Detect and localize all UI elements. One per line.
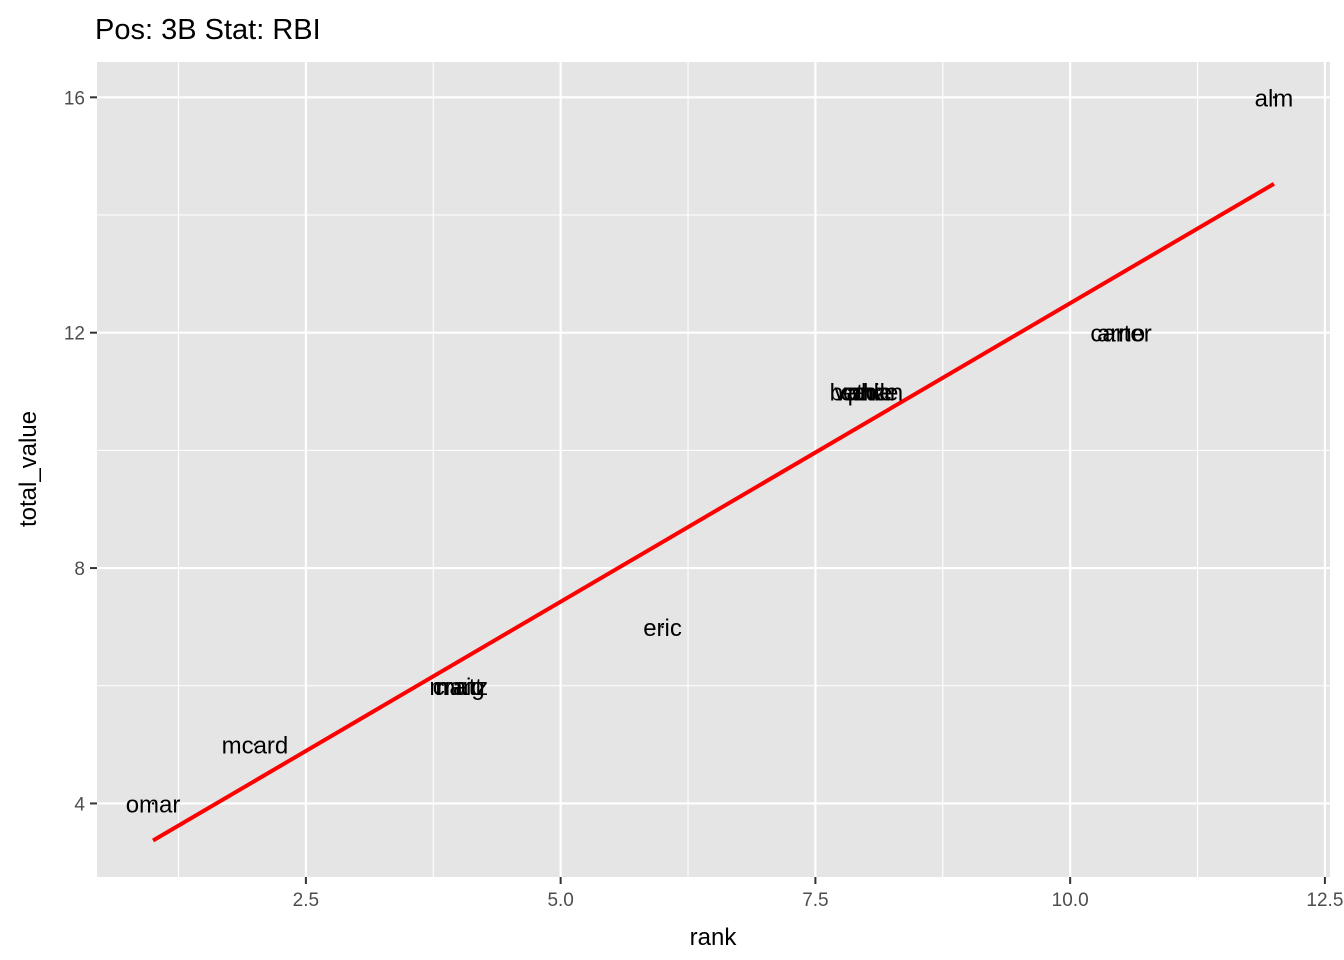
point-label: eric	[643, 615, 682, 642]
data-point	[151, 802, 155, 805]
data-point	[1272, 96, 1276, 99]
plot-panel	[97, 62, 1330, 877]
y-tick-label: 12	[64, 324, 85, 345]
point-label: omar	[126, 791, 181, 818]
x-axis-title: rank	[690, 924, 738, 951]
x-tick-label: 2.5	[293, 890, 319, 911]
data-point	[1119, 331, 1123, 334]
y-axis-title: total_value	[15, 411, 42, 527]
point-label: bethan	[830, 380, 903, 407]
data-point	[253, 743, 257, 746]
point-label: vance	[834, 380, 898, 407]
point-label: manz	[429, 674, 488, 701]
y-tick-label: 16	[64, 88, 85, 109]
y-tick-label: 4	[74, 794, 85, 815]
point-label: phil	[848, 380, 885, 407]
minor-gridlines	[97, 62, 1330, 877]
x-axis: 2.5 5.0 7.5 10.0 12.5	[293, 877, 1343, 911]
chart-title: Pos: 3B Stat: RBI	[95, 14, 321, 46]
x-tick-label: 12.5	[1306, 890, 1343, 911]
major-gridlines	[97, 62, 1330, 877]
data-point	[457, 684, 460, 687]
x-tick-label: 7.5	[802, 890, 828, 911]
point-label: mcard	[222, 733, 289, 760]
point-label: arno	[1097, 321, 1145, 348]
fit-line	[152, 182, 1275, 843]
point-label: alm	[1255, 85, 1294, 112]
data-point	[865, 390, 868, 393]
point-label: carter	[1090, 321, 1151, 348]
points-layer	[151, 96, 1276, 805]
x-tick-label: 5.0	[547, 890, 573, 911]
y-tick-label: 8	[74, 559, 85, 580]
y-axis: 4 8 12 16	[64, 88, 97, 815]
point-label: matt	[435, 674, 482, 701]
fit-line-layer	[152, 182, 1275, 843]
point-label: craig	[433, 674, 485, 701]
x-tick-label: 10.0	[1052, 890, 1089, 911]
point-label: cade	[840, 380, 892, 407]
data-point	[661, 625, 664, 629]
